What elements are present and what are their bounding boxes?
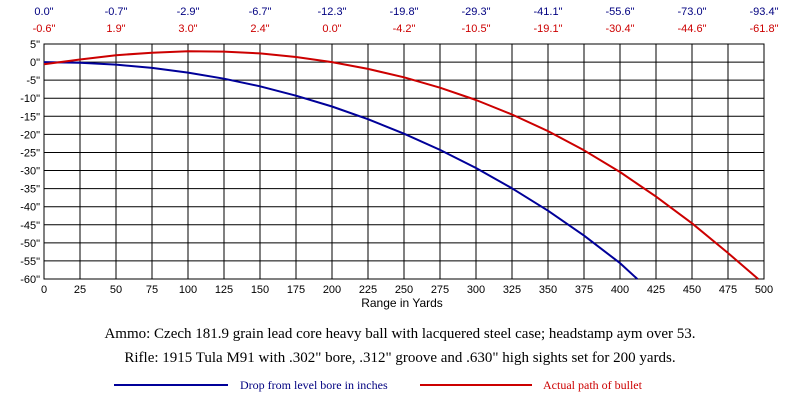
top-drop-label: -6.7" (249, 6, 272, 18)
rifle-note: Rifle: 1915 Tula M91 with .302" bore, .3… (124, 350, 675, 366)
y-tick-label: -60" (20, 274, 40, 286)
top-path-label: -44.6" (678, 23, 707, 35)
top-path-label: -61.8" (750, 23, 779, 35)
top-path-label: 2.4" (250, 23, 269, 35)
ammo-note: Ammo: Czech 181.9 grain lead core heavy … (104, 326, 695, 342)
y-tick-label: -15" (20, 111, 40, 123)
top-path-label: -0.6" (33, 23, 56, 35)
legend-path-label: Actual path of bullet (543, 378, 643, 392)
top-drop-label: 0.0" (34, 6, 53, 18)
x-tick-label: 400 (611, 284, 629, 296)
y-tick-label: -30" (20, 166, 40, 178)
y-tick-label: -50" (20, 238, 40, 250)
y-tick-label: -35" (20, 184, 40, 196)
top-value-labels: 0.0" -0.7" -2.9" -6.7" -12.3" -19.8" -29.3" -41… (33, 6, 779, 35)
y-tick-label: -25" (20, 147, 40, 159)
x-tick-label: 375 (575, 284, 593, 296)
top-drop-label: -2.9" (177, 6, 200, 18)
path-series-line (43, 50, 759, 280)
top-path-label: -19.1" (534, 23, 563, 35)
axis-tick-labels: 0 25 50 75 100 125 150 175 200 225 250 275 300 325 350… (20, 39, 773, 296)
top-drop-label: -19.8" (390, 6, 419, 18)
x-tick-label: 0 (41, 284, 47, 296)
top-path-label: -10.5" (462, 23, 491, 35)
y-tick-label: -45" (20, 220, 40, 232)
top-path-label: 1.9" (106, 23, 125, 35)
top-path-label: 0.0" (322, 23, 341, 35)
drop-series-line (43, 61, 638, 280)
x-tick-label: 450 (683, 284, 701, 296)
top-drop-label: -41.1" (534, 6, 563, 18)
x-axis-title: Range in Yards (361, 296, 443, 310)
x-tick-label: 175 (287, 284, 305, 296)
x-tick-label: 425 (647, 284, 665, 296)
y-tick-label: -55" (20, 256, 40, 268)
x-tick-label: 275 (431, 284, 449, 296)
legend: Drop from level bore in inches Actual pa… (114, 378, 643, 392)
top-path-label: 3.0" (178, 23, 197, 35)
x-tick-label: 475 (719, 284, 737, 296)
y-tick-label: 5" (30, 39, 40, 51)
plot-series (43, 50, 759, 280)
x-tick-label: 200 (323, 284, 341, 296)
y-tick-label: 0" (30, 57, 40, 69)
x-tick-label: 225 (359, 284, 377, 296)
y-tick-label: -5" (26, 75, 40, 87)
y-tick-label: -10" (20, 93, 40, 105)
x-tick-label: 75 (146, 284, 158, 296)
top-drop-label: -29.3" (462, 6, 491, 18)
top-path-label: -30.4" (606, 23, 635, 35)
chart-grid (43, 43, 765, 280)
x-tick-label: 500 (755, 284, 773, 296)
x-tick-label: 50 (110, 284, 122, 296)
plot-frame (43, 43, 765, 280)
x-tick-label: 325 (503, 284, 521, 296)
top-path-label: -4.2" (393, 23, 416, 35)
x-tick-label: 150 (251, 284, 269, 296)
legend-drop-label: Drop from level bore in inches (240, 378, 388, 392)
top-drop-label: -12.3" (318, 6, 347, 18)
x-tick-label: 350 (539, 284, 557, 296)
top-drop-label: -55.6" (606, 6, 635, 18)
y-tick-label: -20" (20, 129, 40, 141)
x-tick-label: 125 (215, 284, 233, 296)
x-tick-label: 100 (179, 284, 197, 296)
top-drop-label: -0.7" (105, 6, 128, 18)
x-tick-label: 250 (395, 284, 413, 296)
x-tick-label: 300 (467, 284, 485, 296)
top-drop-label: -93.4" (750, 6, 779, 18)
x-tick-label: 25 (74, 284, 86, 296)
top-drop-label: -73.0" (678, 6, 707, 18)
y-tick-label: -40" (20, 202, 40, 214)
